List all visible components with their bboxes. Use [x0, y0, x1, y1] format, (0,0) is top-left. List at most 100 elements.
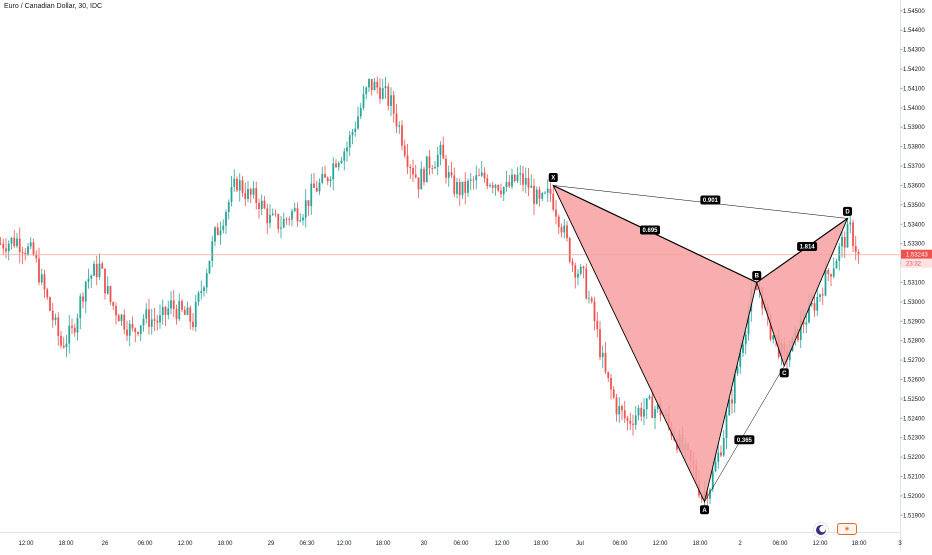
candle-body	[310, 183, 313, 207]
time-tick-label: 12:00	[177, 541, 193, 547]
candle-body	[181, 301, 183, 310]
price-axis: 1.54500 1.54400 1.54300 1.54200 1.54100 1.540…	[900, 0, 932, 550]
time-tick-label: 12:00	[494, 541, 510, 547]
candle-body	[214, 227, 216, 242]
candle-body	[483, 172, 486, 179]
candle-body	[714, 461, 717, 472]
candle-body	[637, 407, 640, 416]
candle-body	[134, 328, 137, 333]
price-tick-label: 1.51900	[903, 513, 925, 519]
candle-body	[841, 237, 843, 247]
candle-body	[27, 246, 29, 255]
candle-body	[480, 172, 483, 176]
candle-body	[87, 278, 90, 282]
pattern-point-c: C	[782, 371, 787, 377]
candle-body	[5, 248, 7, 252]
candle-body	[109, 286, 112, 302]
candle-body	[62, 345, 65, 348]
candle-body	[799, 319, 802, 341]
time-tick-label: 29	[268, 541, 275, 547]
candle-body	[744, 334, 747, 345]
price-tick-label: 1.53800	[903, 145, 925, 151]
candle-body	[434, 166, 436, 169]
candle-body	[98, 263, 101, 278]
candle-body	[236, 178, 238, 191]
candle-body	[258, 203, 260, 209]
candle-body	[604, 352, 607, 372]
ratio-label-ac: 0.365	[737, 438, 753, 444]
tradingview-logo-icon[interactable]	[813, 522, 829, 538]
candle-body	[489, 185, 491, 187]
candle-body	[139, 325, 142, 335]
candle-body	[524, 178, 527, 185]
candle-body	[533, 185, 535, 204]
candle-body	[618, 406, 621, 415]
candle-body	[255, 188, 258, 204]
candle-body	[137, 332, 139, 335]
time-tick-label: 06:00	[453, 541, 469, 547]
candle-body	[835, 260, 838, 269]
candle-body	[343, 151, 346, 161]
time-tick-label: 18:00	[692, 541, 708, 547]
candle-body	[373, 81, 376, 91]
candle-body	[18, 238, 21, 252]
candle-body	[365, 87, 368, 95]
ratio-label-ac-bg	[734, 435, 755, 445]
candle-body	[720, 452, 722, 456]
candle-body	[436, 154, 439, 167]
candle-body	[838, 246, 841, 261]
candle-body	[379, 87, 381, 99]
candle-body	[156, 320, 159, 323]
candle-body	[266, 208, 269, 224]
candle-body	[560, 227, 563, 233]
candle-body	[200, 291, 203, 293]
candle-body	[643, 409, 645, 417]
candle-body	[854, 246, 857, 252]
candle-body	[505, 182, 508, 188]
candle-body	[571, 261, 574, 266]
price-tick-label: 1.52200	[903, 455, 925, 461]
time-tick-label: 18:00	[851, 541, 867, 547]
candle-body	[590, 298, 593, 302]
candle-body	[722, 437, 725, 456]
price-tick-label: 1.52600	[903, 377, 925, 383]
candle-body	[508, 182, 511, 187]
candle-body	[453, 175, 456, 194]
time-tick-label: 12:00	[652, 541, 668, 547]
candle-body	[82, 296, 84, 302]
pattern-point-a-bg	[700, 505, 709, 515]
candle-body	[557, 216, 560, 228]
candle-body	[456, 182, 458, 194]
time-tick-label: 18:00	[58, 541, 74, 547]
candle-body	[458, 182, 461, 196]
candle-body	[291, 211, 293, 220]
candle-body	[131, 323, 134, 329]
candle-body	[711, 471, 714, 490]
candle-body	[563, 225, 566, 233]
candle-body	[522, 173, 524, 185]
candle-body	[530, 185, 533, 188]
harmonic-pattern-layer: X A B C D 0.695 0.365 1.814 0.901	[548, 172, 852, 515]
live-badge-icon[interactable]: ◉	[837, 523, 857, 535]
pattern-line-ac	[704, 365, 785, 502]
candle-body	[296, 208, 299, 222]
candle-body	[640, 407, 643, 417]
candle-body	[486, 178, 489, 187]
candle-body	[772, 335, 775, 340]
time-tick-label: 06:00	[137, 541, 153, 547]
candle-body	[412, 168, 414, 175]
candle-body	[178, 301, 181, 320]
candle-body	[733, 373, 736, 404]
price-tick-label: 1.52300	[903, 436, 925, 442]
candle-body	[376, 81, 379, 88]
candle-body	[203, 287, 205, 292]
candle-body	[51, 310, 54, 321]
candle-body	[197, 292, 200, 302]
candle-body	[709, 489, 711, 499]
ratio-label-xd-bg	[700, 195, 721, 205]
candle-body	[398, 125, 401, 127]
candle-body	[269, 214, 271, 224]
last-price-tag	[901, 249, 932, 259]
